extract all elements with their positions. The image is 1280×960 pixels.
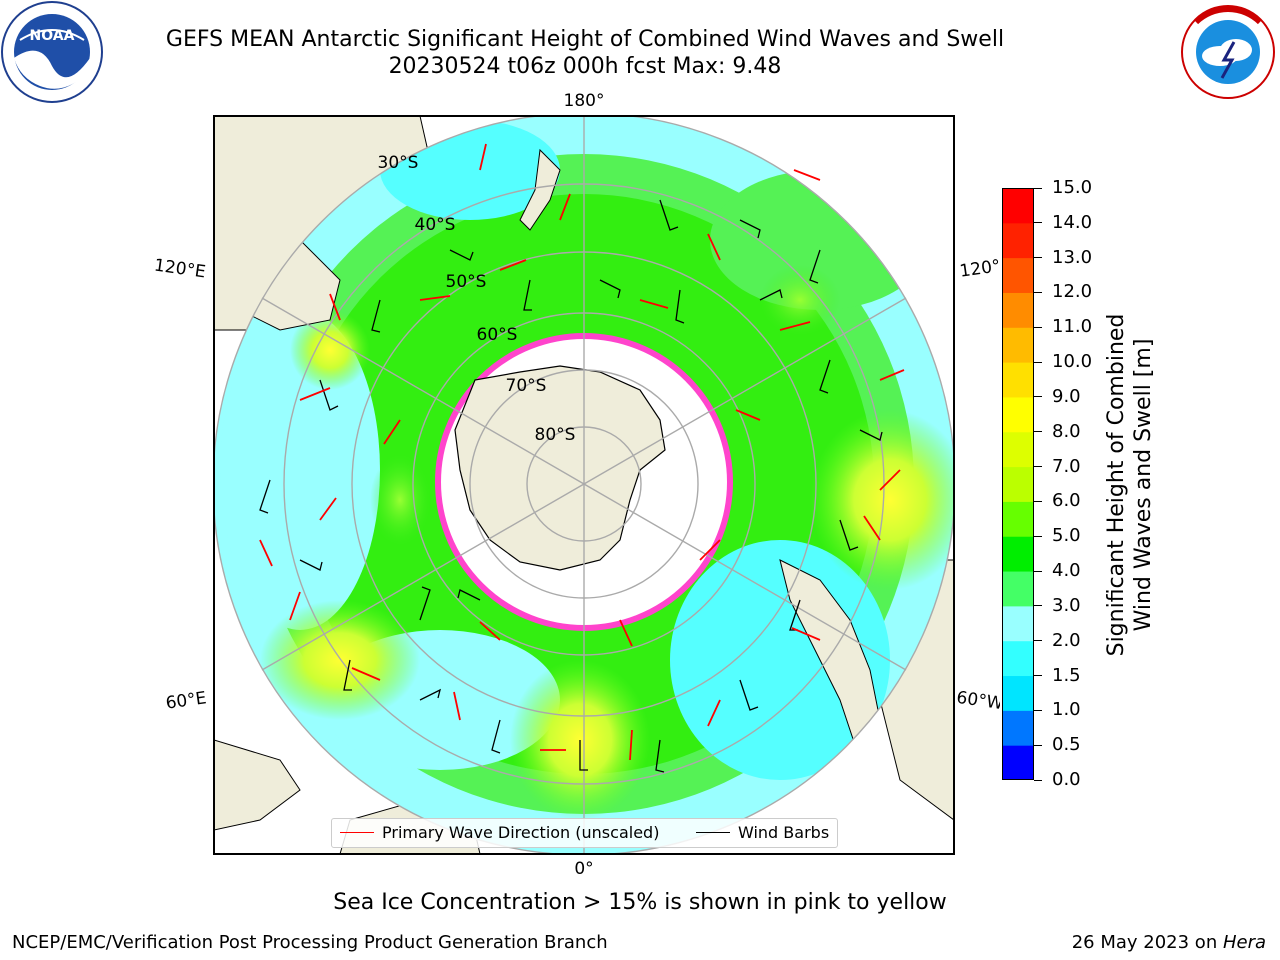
map-legend: Primary Wave Direction (unscaled) Wind B… <box>331 818 838 848</box>
chart-subtitle: 20230524 t06z 000h fcst Max: 9.48 <box>388 54 782 79</box>
colorbar-tick-label: 15.0 <box>1052 177 1093 198</box>
colorbar-segment <box>1002 710 1034 746</box>
lat-label-60s: 60°S <box>477 325 518 345</box>
colorbar-tick-label: 3.0 <box>1052 594 1081 616</box>
colorbar-tick-label: 10.0 <box>1052 351 1093 373</box>
colorbar-segment <box>1002 501 1034 537</box>
colorbar-segment <box>1002 745 1034 780</box>
colorbar-border <box>1002 188 1034 780</box>
colorbar-tick-mark <box>1034 744 1042 746</box>
colorbar-tick-mark <box>1034 779 1042 781</box>
wind-barbs <box>259 199 883 773</box>
lon-label-0: 0° <box>574 859 593 879</box>
colorbar-tick-label: 14.0 <box>1052 211 1093 233</box>
lat-label-30s: 30°S <box>378 153 419 173</box>
colorbar-tick-mark <box>1034 605 1042 607</box>
noaa-logo-text: NOAA <box>30 28 75 44</box>
colorbar-tick-label: 1.0 <box>1052 699 1081 721</box>
colorbar-tick-label: 6.0 <box>1052 490 1081 512</box>
colorbar <box>1002 188 1034 780</box>
colorbar-segment <box>1002 431 1034 468</box>
colorbar-segment <box>1002 362 1034 398</box>
legend-swatch-wave-direction <box>340 832 374 833</box>
footer-date: 26 May 2023 on Hera <box>1072 932 1266 953</box>
footer-machine: Hera <box>1222 932 1266 953</box>
colorbar-segment <box>1002 396 1034 433</box>
nws-logo <box>1181 5 1275 99</box>
colorbar-segment <box>1002 188 1034 224</box>
colorbar-segment <box>1002 675 1034 711</box>
colorbar-tick-label: 5.0 <box>1052 525 1081 547</box>
colorbar-tick-label: 11.0 <box>1052 316 1093 338</box>
noaa-logo: NOAA <box>1 1 103 103</box>
colorbar-tick-label: 0.0 <box>1052 769 1081 790</box>
lon-label-60w: 60°W <box>955 688 1000 714</box>
colorbar-tick-label: 7.0 <box>1052 455 1081 477</box>
lon-label-60e: 60°E <box>165 688 208 713</box>
colorbar-tick-label: 1.5 <box>1052 664 1081 686</box>
colorbar-tick-label: 2.0 <box>1052 629 1081 651</box>
colorbar-tick-mark <box>1034 361 1042 363</box>
wave-direction-arrows <box>259 143 905 761</box>
colorbar-tick-mark <box>1034 396 1042 398</box>
lat-label-40s: 40°S <box>415 215 456 235</box>
legend-swatch-wind-barbs <box>696 832 730 833</box>
colorbar-tick-label: 0.5 <box>1052 734 1081 756</box>
map-frame <box>214 116 954 854</box>
longitude-gridlines <box>261 116 907 854</box>
colorbar-tick-label: 4.0 <box>1052 560 1081 582</box>
footer-date-text: 26 May 2023 on <box>1071 932 1223 953</box>
colorbar-tick-mark <box>1034 431 1042 433</box>
colorbar-tick-mark <box>1034 326 1042 328</box>
colorbar-segment <box>1002 466 1034 502</box>
lon-label-120e: 120°E <box>153 255 207 282</box>
lat-label-80s: 80°S <box>535 425 576 445</box>
colorbar-segment <box>1002 327 1034 363</box>
colorbar-segment <box>1002 257 1034 293</box>
footer-producer: NCEP/EMC/Verification Post Processing Pr… <box>12 932 608 953</box>
colorbar-tick-mark <box>1034 466 1042 468</box>
legend-label-wave-direction: Primary Wave Direction (unscaled) <box>382 823 660 842</box>
colorbar-label-line1: Significant Height of Combined <box>1104 313 1129 657</box>
colorbar-label-line2: Wind Waves and Swell [m] <box>1131 338 1156 632</box>
colorbar-segment <box>1002 536 1034 572</box>
colorbar-tick-mark <box>1034 257 1042 259</box>
polar-map: 180° 0° 120°E 60°E 120° 60°W 30°S 40°S 5… <box>153 91 1000 879</box>
colorbar-tick-label: 8.0 <box>1052 420 1081 442</box>
colorbar-segment <box>1002 605 1034 642</box>
lon-label-180: 180° <box>564 91 605 111</box>
colorbar-tick-mark <box>1034 709 1042 711</box>
lat-label-70s: 70°S <box>506 376 547 396</box>
colorbar-tick-mark <box>1034 291 1042 293</box>
lat-label-50s: 50°S <box>446 272 487 292</box>
sea-ice-note: Sea Ice Concentration > 15% is shown in … <box>333 890 947 915</box>
colorbar-tick-mark <box>1034 222 1042 224</box>
chart-title: GEFS MEAN Antarctic Significant Height o… <box>165 27 1005 52</box>
colorbar-segment <box>1002 640 1034 677</box>
colorbar-tick-label: 9.0 <box>1052 385 1081 407</box>
colorbar-tick-mark <box>1034 570 1042 572</box>
colorbar-segment <box>1002 571 1034 607</box>
colorbar-tick-mark <box>1034 675 1042 677</box>
lon-label-120w: 120° <box>958 256 1000 282</box>
colorbar-tick-label: 12.0 <box>1052 281 1093 303</box>
colorbar-tick-mark <box>1034 500 1042 502</box>
colorbar-tick-label: 13.0 <box>1052 246 1093 268</box>
legend-label-wind-barbs: Wind Barbs <box>738 823 830 842</box>
colorbar-tick-mark <box>1034 640 1042 642</box>
colorbar-segment <box>1002 222 1034 259</box>
colorbar-tick-mark <box>1034 187 1042 189</box>
colorbar-segment <box>1002 292 1034 328</box>
colorbar-tick-mark <box>1034 535 1042 537</box>
